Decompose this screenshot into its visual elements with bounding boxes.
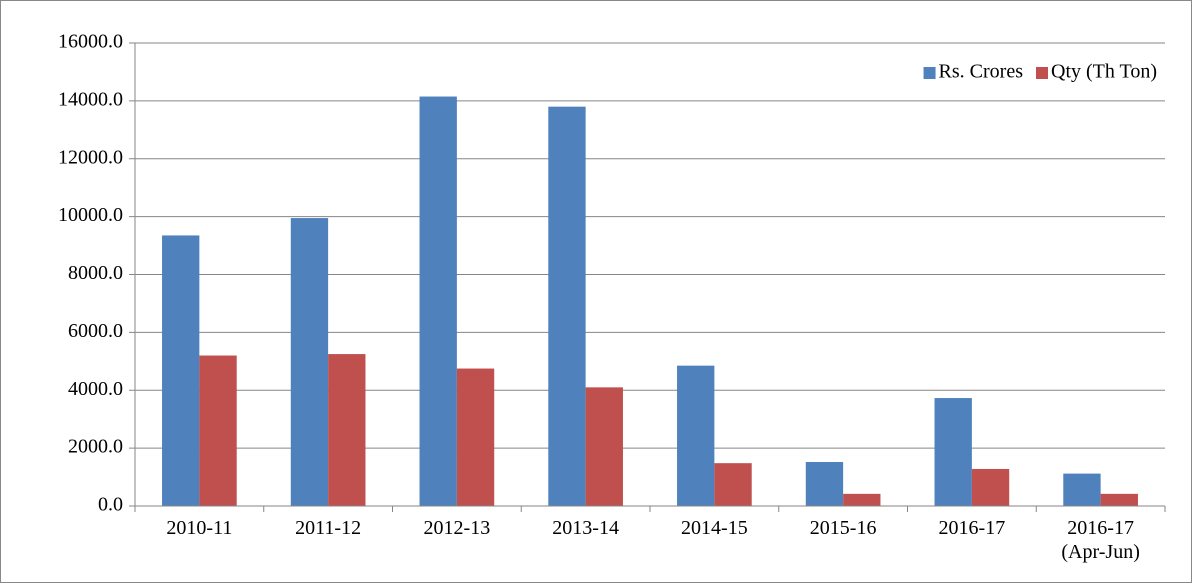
y-tick-label: 10000.0 [58,204,123,226]
y-tick-label: 0.0 [98,494,123,516]
bar [1063,473,1101,506]
bar [934,398,972,506]
x-tick-label: 2015-16 [809,517,877,539]
bar [714,463,752,506]
bar [456,368,495,506]
x-tick-label: 2013-14 [552,517,619,539]
x-tick-label: 2016-17 [938,517,1006,539]
bar [162,235,200,506]
bar [971,468,1010,506]
y-tick-label: 16000.0 [58,31,123,53]
y-tick-label: 6000.0 [68,320,123,342]
y-tick-label: 8000.0 [68,262,123,284]
bar [805,462,844,506]
x-tick-label: 2010-11 [166,517,233,539]
x-tick-label: 2012-13 [423,517,491,539]
bar [585,387,623,506]
bar [677,365,715,506]
legend-swatch [923,67,936,79]
x-tick-label: 2011-12 [295,517,362,539]
x-tick-label: 2014-15 [681,517,748,539]
bar [843,493,881,506]
legend-label: Rs. Crores [939,61,1024,83]
bar [548,106,586,506]
bar [419,96,457,507]
y-tick-label: 4000.0 [68,378,123,400]
y-tick-label: 2000.0 [68,436,123,458]
bar [328,354,366,506]
y-tick-label: 12000.0 [58,146,123,168]
legend-swatch [1036,67,1048,79]
bar [1100,493,1138,506]
x-tick-label: 2016-17 (Apr-Jun) [1061,517,1140,563]
bar [290,218,329,506]
bar [199,355,237,506]
legend-label: Qty (Th Ton) [1051,61,1157,83]
y-tick-label: 14000.0 [58,88,123,110]
